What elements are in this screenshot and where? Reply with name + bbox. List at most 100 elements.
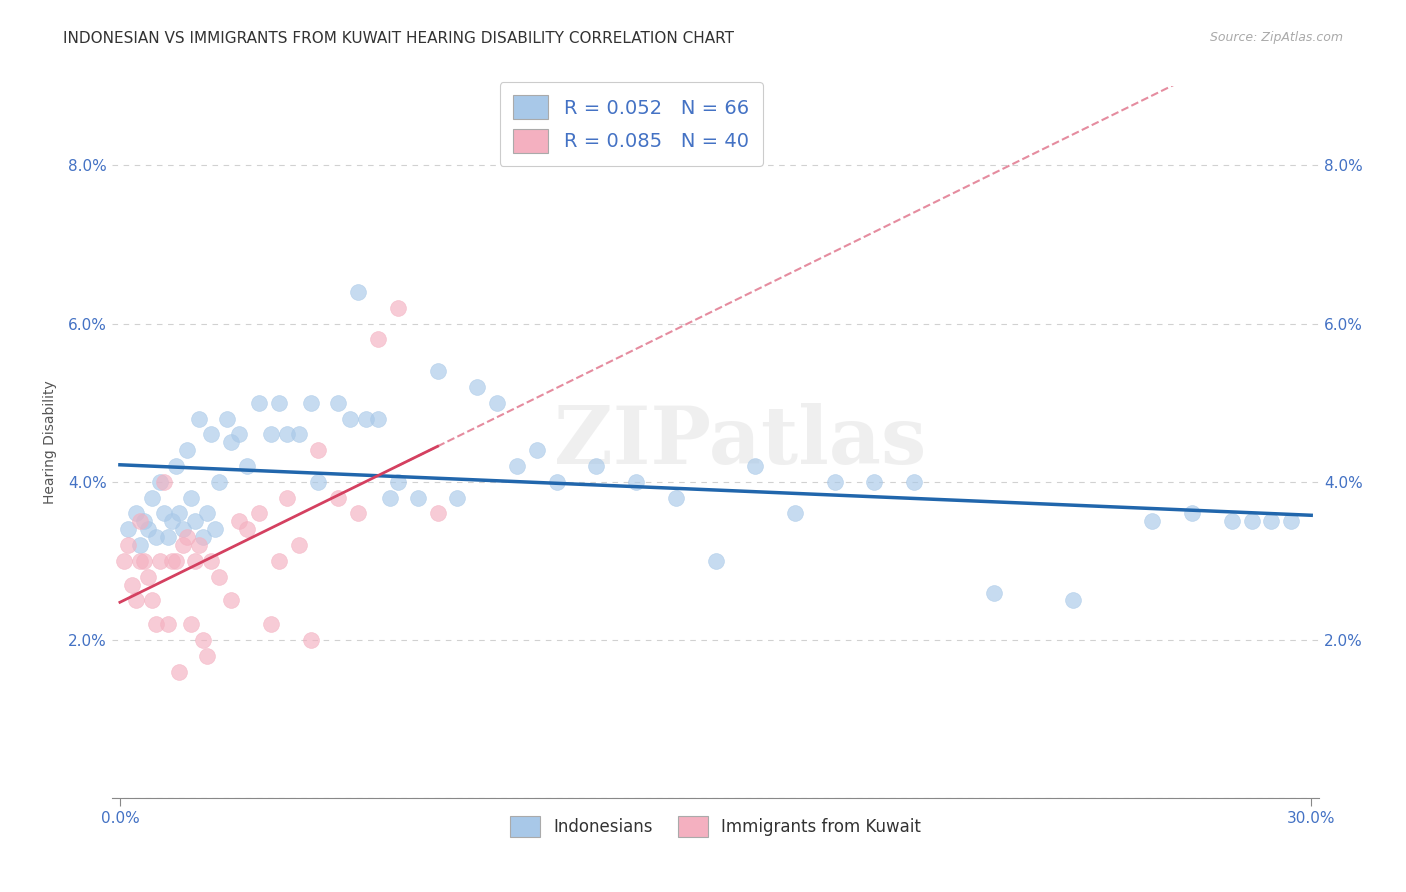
Point: [193, 530, 215, 544]
Point: [172, 538, 194, 552]
Point: [200, 554, 222, 568]
Text: INDONESIAN VS IMMIGRANTS FROM KUWAIT HEARING DISABILITY CORRELATION CHART: INDONESIAN VS IMMIGRANTS FROM KUWAIT HEA…: [63, 31, 734, 46]
Point: [526, 443, 548, 458]
Point: [195, 648, 218, 663]
Point: [307, 443, 329, 458]
Legend: Indonesians, Immigrants from Kuwait: Indonesians, Immigrants from Kuwait: [503, 810, 928, 843]
Point: [128, 538, 150, 552]
Point: [117, 522, 139, 536]
Point: [1279, 514, 1302, 528]
Point: [141, 593, 163, 607]
Point: [160, 554, 183, 568]
Point: [219, 435, 242, 450]
Point: [1240, 514, 1263, 528]
Point: [1142, 514, 1164, 528]
Point: [406, 491, 429, 505]
Point: [125, 593, 148, 607]
Point: [156, 530, 179, 544]
Point: [195, 507, 218, 521]
Point: [184, 514, 207, 528]
Point: [1260, 514, 1282, 528]
Point: [128, 514, 150, 528]
Point: [247, 395, 270, 409]
Point: [180, 617, 202, 632]
Point: [149, 475, 172, 489]
Point: [184, 554, 207, 568]
Point: [136, 522, 159, 536]
Point: [1181, 507, 1204, 521]
Point: [426, 364, 449, 378]
Point: [378, 491, 401, 505]
Point: [145, 530, 167, 544]
Point: [347, 507, 370, 521]
Point: [152, 475, 174, 489]
Point: [328, 395, 350, 409]
Point: [172, 522, 194, 536]
Point: [387, 475, 409, 489]
Point: [506, 458, 529, 473]
Point: [624, 475, 647, 489]
Point: [228, 427, 250, 442]
Text: ZIPatlas: ZIPatlas: [554, 403, 925, 482]
Point: [236, 522, 259, 536]
Point: [824, 475, 846, 489]
Point: [267, 395, 290, 409]
Point: [1220, 514, 1243, 528]
Point: [219, 593, 242, 607]
Point: [208, 570, 231, 584]
Point: [354, 411, 377, 425]
Point: [863, 475, 886, 489]
Point: [299, 632, 322, 647]
Point: [176, 443, 198, 458]
Point: [121, 577, 143, 591]
Point: [276, 491, 298, 505]
Point: [328, 491, 350, 505]
Point: [125, 507, 148, 521]
Point: [260, 617, 283, 632]
Point: [152, 507, 174, 521]
Point: [446, 491, 468, 505]
Point: [180, 491, 202, 505]
Point: [176, 530, 198, 544]
Point: [217, 411, 239, 425]
Point: [165, 458, 187, 473]
Text: Source: ZipAtlas.com: Source: ZipAtlas.com: [1209, 31, 1343, 45]
Point: [117, 538, 139, 552]
Point: [165, 554, 187, 568]
Point: [141, 491, 163, 505]
Point: [200, 427, 222, 442]
Point: [426, 507, 449, 521]
Point: [367, 333, 389, 347]
Point: [160, 514, 183, 528]
Point: [585, 458, 607, 473]
Point: [287, 427, 309, 442]
Point: [276, 427, 298, 442]
Point: [149, 554, 172, 568]
Point: [307, 475, 329, 489]
Point: [136, 570, 159, 584]
Point: [299, 395, 322, 409]
Point: [169, 507, 191, 521]
Point: [267, 554, 290, 568]
Point: [132, 514, 155, 528]
Point: [287, 538, 309, 552]
Point: [983, 585, 1005, 599]
Point: [156, 617, 179, 632]
Point: [347, 285, 370, 299]
Point: [132, 554, 155, 568]
Point: [193, 632, 215, 647]
Point: [128, 554, 150, 568]
Point: [145, 617, 167, 632]
Point: [486, 395, 509, 409]
Point: [387, 301, 409, 315]
Y-axis label: Hearing Disability: Hearing Disability: [44, 380, 58, 504]
Point: [1062, 593, 1084, 607]
Point: [465, 380, 488, 394]
Point: [247, 507, 270, 521]
Point: [208, 475, 231, 489]
Point: [260, 427, 283, 442]
Point: [744, 458, 766, 473]
Point: [339, 411, 361, 425]
Point: [903, 475, 925, 489]
Point: [367, 411, 389, 425]
